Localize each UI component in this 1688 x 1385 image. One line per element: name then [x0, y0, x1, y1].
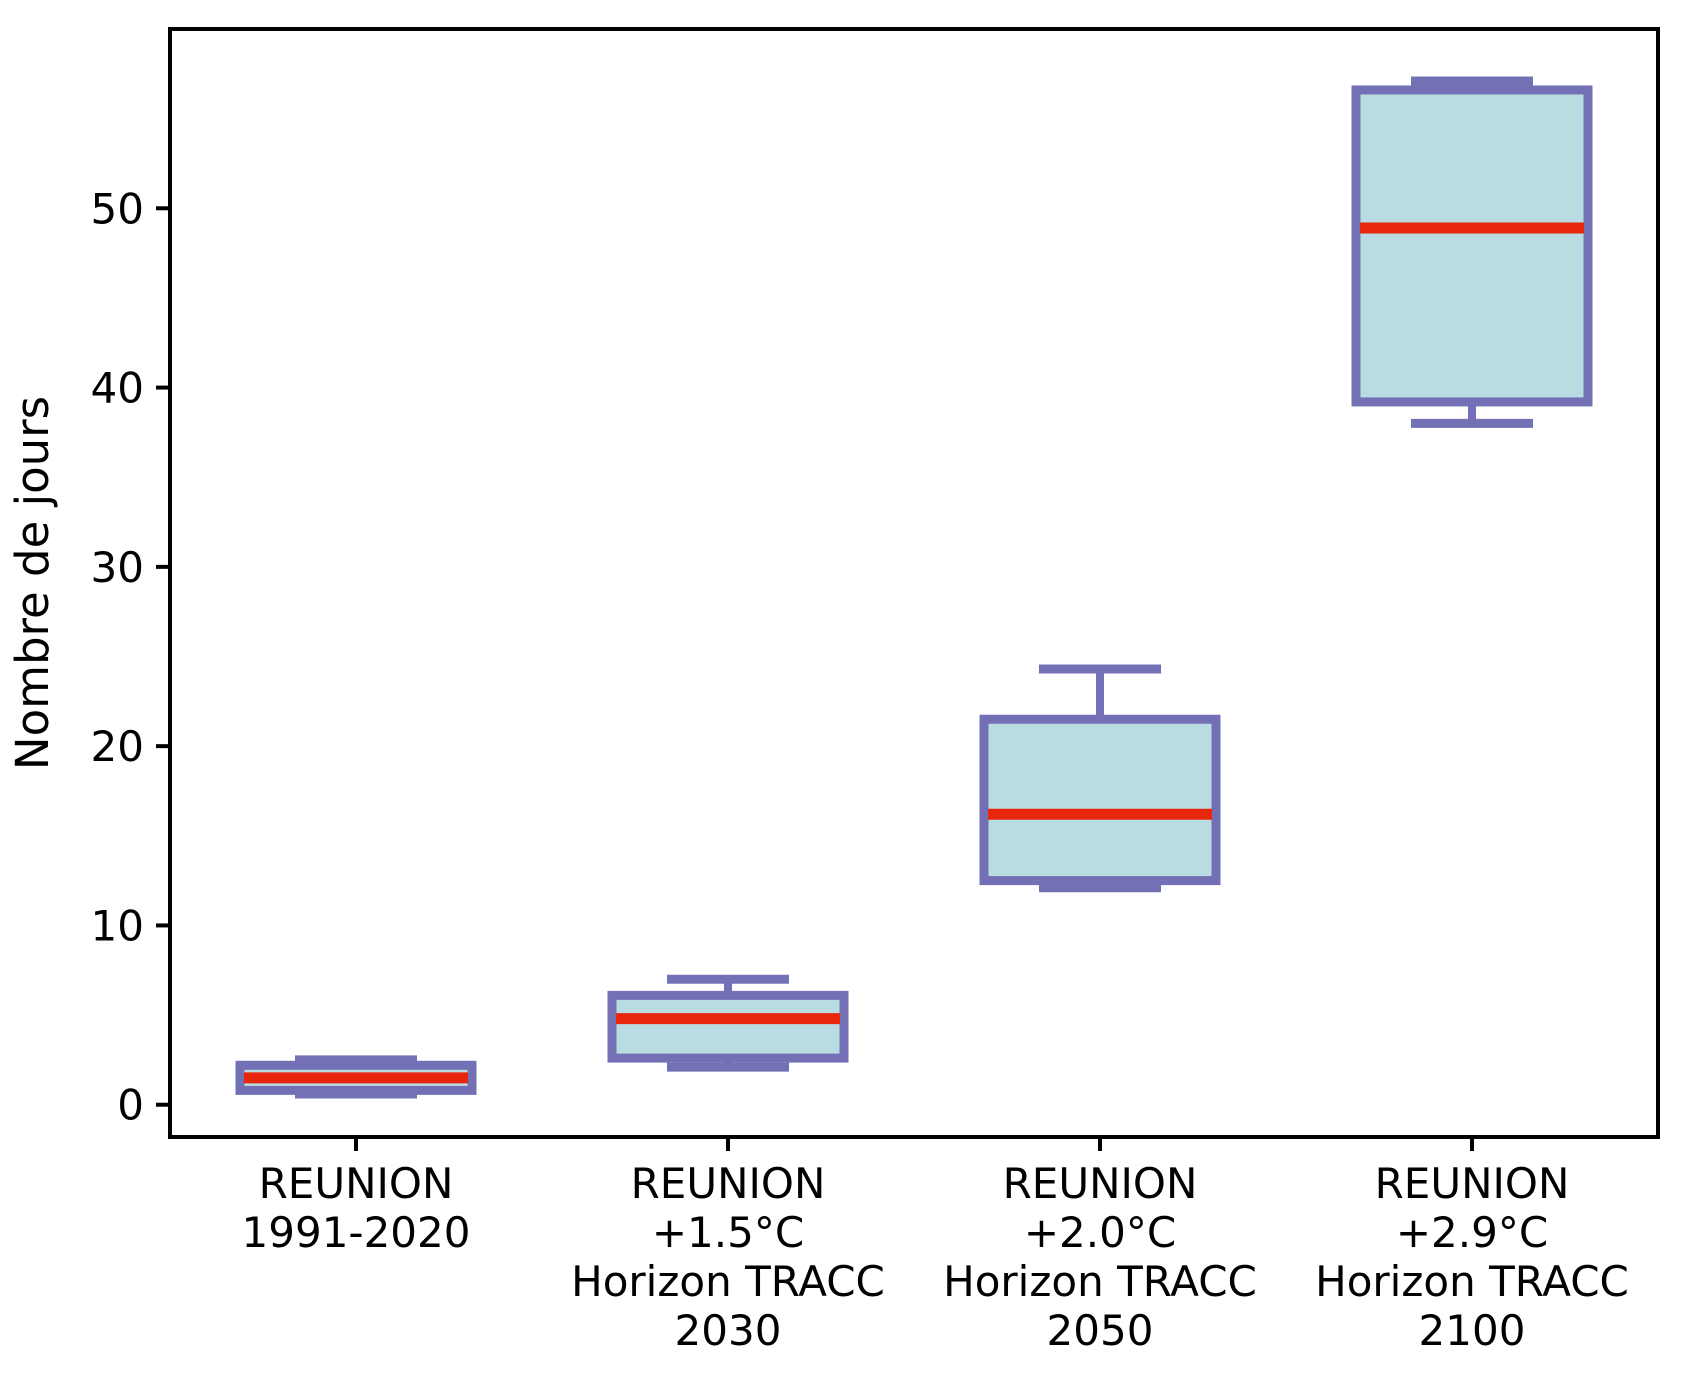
box-2 — [607, 990, 849, 1063]
y-tick-label: 40 — [91, 364, 144, 413]
x-tick-label: +2.9°C — [1396, 1208, 1548, 1257]
box-3 — [979, 714, 1221, 886]
x-tick-label: 1991-2020 — [242, 1208, 471, 1257]
x-tick-label: Horizon TRACC — [1315, 1257, 1629, 1306]
y-tick-label: 10 — [91, 901, 144, 950]
x-tick-label: 2100 — [1419, 1306, 1526, 1355]
plot-frame — [168, 27, 1660, 1139]
y-axis-label: Nombre de jours — [6, 396, 59, 770]
y-tick-label: 20 — [91, 722, 144, 771]
x-tick-label: REUNION — [1003, 1159, 1198, 1208]
y-tick-label: 50 — [91, 184, 144, 233]
box-4 — [1351, 85, 1593, 407]
x-tick-label: Horizon TRACC — [571, 1257, 885, 1306]
x-tick-label: +1.5°C — [652, 1208, 804, 1257]
y-tick-label: 30 — [91, 543, 144, 592]
x-tick-label: REUNION — [631, 1159, 826, 1208]
x-tick-label: Horizon TRACC — [943, 1257, 1257, 1306]
x-tick-label: 2050 — [1047, 1306, 1154, 1355]
y-tick-label: 0 — [117, 1081, 144, 1130]
x-tick-label: REUNION — [1375, 1159, 1570, 1208]
x-tick-label: REUNION — [259, 1159, 454, 1208]
x-tick-label: 2030 — [675, 1306, 782, 1355]
x-tick-label: +2.0°C — [1024, 1208, 1176, 1257]
